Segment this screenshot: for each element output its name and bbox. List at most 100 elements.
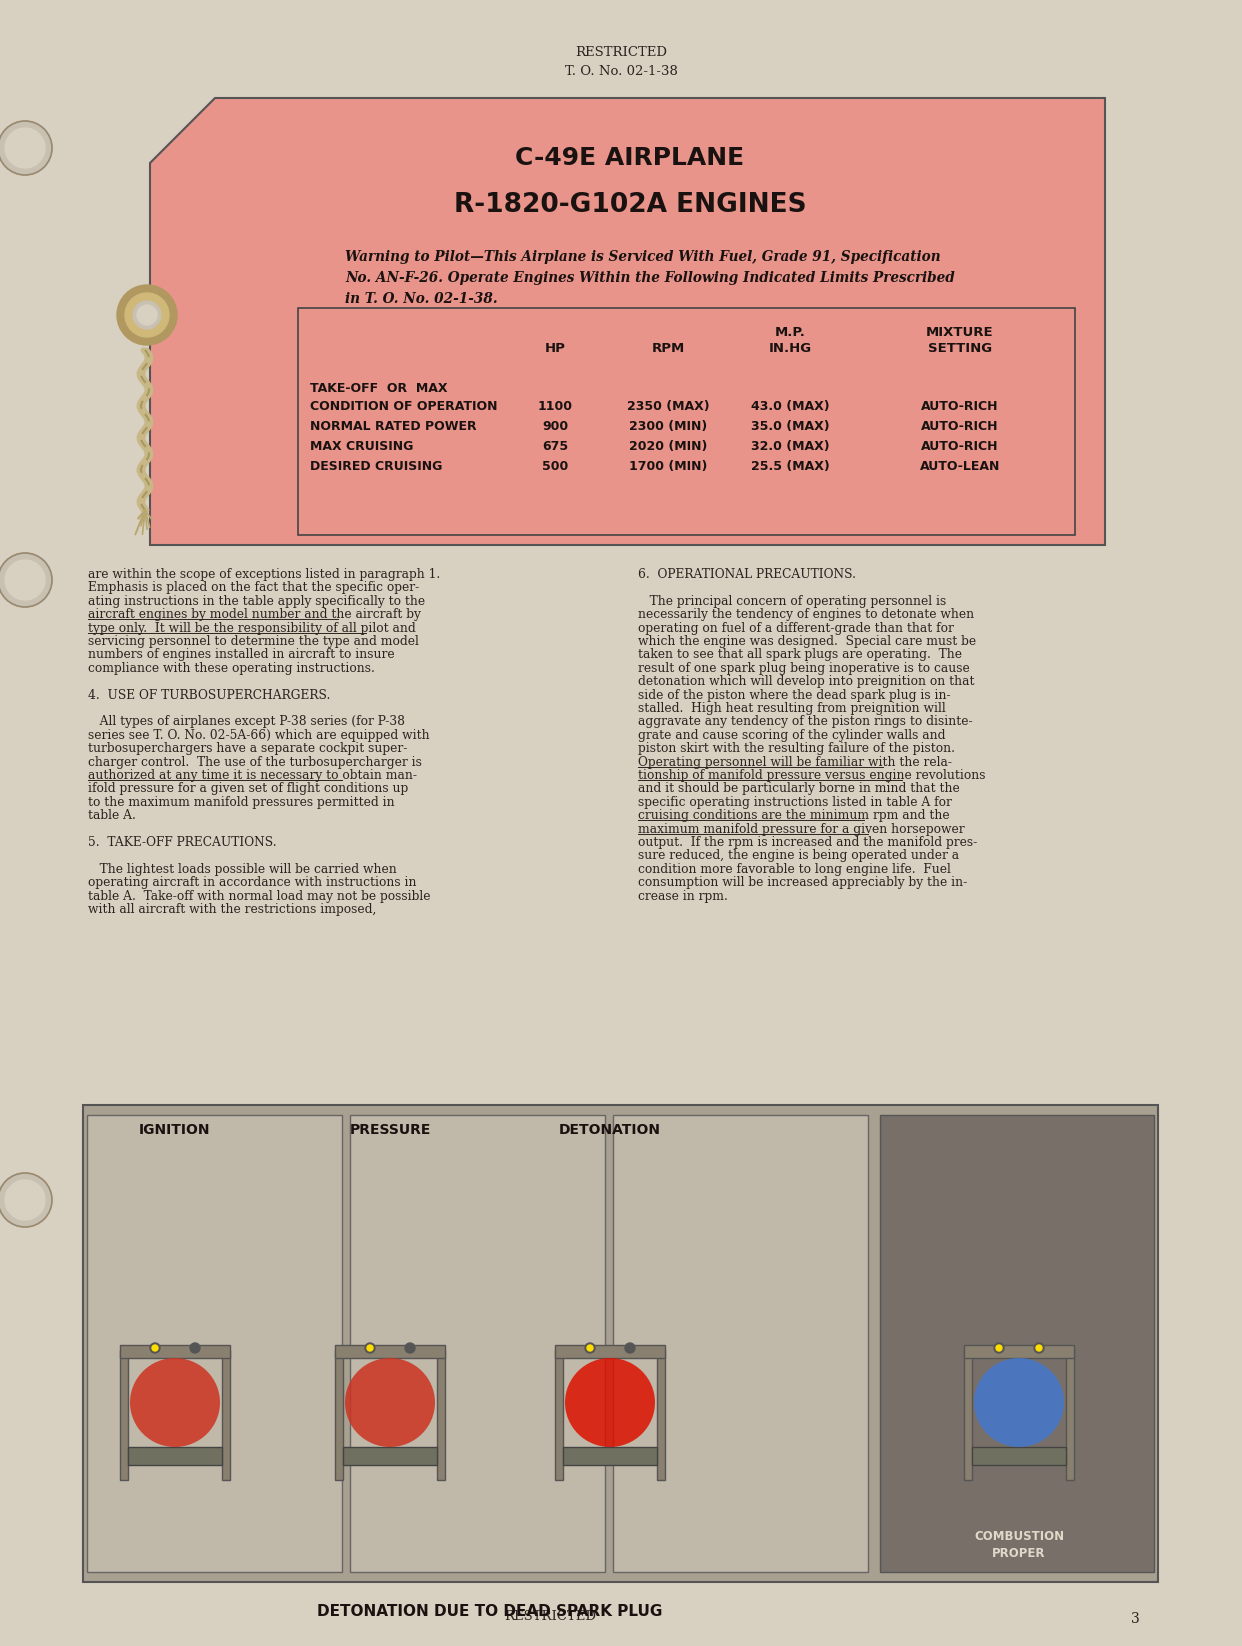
Text: 43.0 (MAX): 43.0 (MAX) <box>750 400 830 413</box>
Bar <box>350 1114 605 1572</box>
Bar <box>87 1114 342 1572</box>
Text: Emphasis is placed on the fact that the specific oper-: Emphasis is placed on the fact that the … <box>88 581 420 594</box>
Text: cruising conditions are the minimum rpm and the: cruising conditions are the minimum rpm … <box>638 810 950 823</box>
Bar <box>128 1447 222 1465</box>
Text: TAKE-OFF  OR  MAX: TAKE-OFF OR MAX <box>310 382 447 395</box>
Text: operating on fuel of a different-grade than that for: operating on fuel of a different-grade t… <box>638 622 954 635</box>
Circle shape <box>994 1343 1004 1353</box>
Text: 1100: 1100 <box>538 400 573 413</box>
Circle shape <box>5 128 45 168</box>
Text: MAX CRUISING: MAX CRUISING <box>310 439 414 453</box>
Text: 2020 (MIN): 2020 (MIN) <box>628 439 707 453</box>
Bar <box>83 1104 1158 1582</box>
Text: 6.  OPERATIONAL PRECAUTIONS.: 6. OPERATIONAL PRECAUTIONS. <box>638 568 856 581</box>
Bar <box>964 1350 972 1480</box>
Text: ifold pressure for a given set of flight conditions up: ifold pressure for a given set of flight… <box>88 782 409 795</box>
Text: condition more favorable to long engine life.  Fuel: condition more favorable to long engine … <box>638 863 951 876</box>
Text: table A.  Take-off with normal load may not be possible: table A. Take-off with normal load may n… <box>88 889 431 902</box>
Circle shape <box>366 1345 373 1351</box>
Bar <box>335 1350 343 1480</box>
Text: Operating personnel will be familiar with the rela-: Operating personnel will be familiar wit… <box>638 756 953 769</box>
Text: to the maximum manifold pressures permitted in: to the maximum manifold pressures permit… <box>88 795 395 808</box>
Text: stalled.  High heat resulting from preignition will: stalled. High heat resulting from preign… <box>638 701 945 714</box>
Text: 675: 675 <box>542 439 568 453</box>
Text: SETTING: SETTING <box>928 342 992 356</box>
Text: necessarily the tendency of engines to detonate when: necessarily the tendency of engines to d… <box>638 609 974 621</box>
Text: 25.5 (MAX): 25.5 (MAX) <box>750 459 830 472</box>
Text: are within the scope of exceptions listed in paragraph 1.: are within the scope of exceptions liste… <box>88 568 440 581</box>
Circle shape <box>0 1174 52 1226</box>
Text: 500: 500 <box>542 459 568 472</box>
Text: RESTRICTED: RESTRICTED <box>575 46 667 59</box>
Circle shape <box>405 1343 415 1353</box>
Text: RPM: RPM <box>651 342 684 356</box>
Text: 3: 3 <box>1130 1611 1139 1626</box>
Text: All types of airplanes except P-38 series (for P-38: All types of airplanes except P-38 serie… <box>88 716 405 729</box>
Bar <box>1066 1350 1074 1480</box>
Text: servicing personnel to determine the type and model: servicing personnel to determine the typ… <box>88 635 419 649</box>
Circle shape <box>365 1343 375 1353</box>
Text: IN.HG: IN.HG <box>769 342 811 356</box>
Text: 900: 900 <box>542 420 568 433</box>
Circle shape <box>137 305 156 324</box>
Circle shape <box>587 1345 592 1351</box>
Text: numbers of engines installed in aircraft to insure: numbers of engines installed in aircraft… <box>88 649 395 662</box>
Text: grate and cause scoring of the cylinder walls and: grate and cause scoring of the cylinder … <box>638 729 945 742</box>
Bar <box>657 1350 664 1480</box>
Text: taken to see that all spark plugs are operating.  The: taken to see that all spark plugs are op… <box>638 649 963 662</box>
Text: C-49E AIRPLANE: C-49E AIRPLANE <box>515 146 744 170</box>
Text: turbosuperchargers have a separate cockpit super-: turbosuperchargers have a separate cockp… <box>88 742 407 756</box>
Text: detonation which will develop into preignition on that: detonation which will develop into preig… <box>638 675 975 688</box>
Circle shape <box>1035 1343 1045 1353</box>
Text: COMBUSTION: COMBUSTION <box>974 1531 1064 1542</box>
Text: Warning to Pilot—This Airplane is Serviced With Fuel, Grade 91, Specification: Warning to Pilot—This Airplane is Servic… <box>345 250 940 263</box>
Text: DETONATION DUE TO DEAD SPARK PLUG: DETONATION DUE TO DEAD SPARK PLUG <box>317 1603 663 1620</box>
Circle shape <box>190 1343 200 1353</box>
Text: table A.: table A. <box>88 810 135 823</box>
Text: 1700 (MIN): 1700 (MIN) <box>628 459 707 472</box>
Text: HP: HP <box>544 342 565 356</box>
Circle shape <box>150 1343 160 1353</box>
Text: AUTO-LEAN: AUTO-LEAN <box>920 459 1000 472</box>
Text: result of one spark plug being inoperative is to cause: result of one spark plug being inoperati… <box>638 662 970 675</box>
Bar <box>555 1350 563 1480</box>
Bar <box>298 308 1076 535</box>
Circle shape <box>5 1180 45 1220</box>
Ellipse shape <box>345 1358 435 1447</box>
Text: consumption will be increased appreciably by the in-: consumption will be increased appreciabl… <box>638 876 968 889</box>
Text: DETONATION: DETONATION <box>559 1123 661 1137</box>
Circle shape <box>996 1345 1002 1351</box>
Text: authorized at any time it is necessary to obtain man-: authorized at any time it is necessary t… <box>88 769 417 782</box>
Text: aircraft engines by model number and the aircraft by: aircraft engines by model number and the… <box>88 609 421 621</box>
Bar <box>335 1345 445 1358</box>
Text: R-1820-G102A ENGINES: R-1820-G102A ENGINES <box>453 193 806 217</box>
Bar <box>881 1114 1154 1572</box>
Text: and it should be particularly borne in mind that the: and it should be particularly borne in m… <box>638 782 960 795</box>
Text: No. AN-F-26. Operate Engines Within the Following Indicated Limits Prescribed: No. AN-F-26. Operate Engines Within the … <box>345 272 955 285</box>
Text: CONDITION OF OPERATION: CONDITION OF OPERATION <box>310 400 498 413</box>
Text: type only.  It will be the responsibility of all pilot and: type only. It will be the responsibility… <box>88 622 416 635</box>
Text: 5.  TAKE-OFF PRECAUTIONS.: 5. TAKE-OFF PRECAUTIONS. <box>88 836 277 849</box>
Text: 32.0 (MAX): 32.0 (MAX) <box>750 439 830 453</box>
Text: tionship of manifold pressure versus engine revolutions: tionship of manifold pressure versus eng… <box>638 769 985 782</box>
Circle shape <box>117 285 178 346</box>
Circle shape <box>5 560 45 601</box>
Ellipse shape <box>130 1358 220 1447</box>
Text: maximum manifold pressure for a given horsepower: maximum manifold pressure for a given ho… <box>638 823 965 836</box>
Ellipse shape <box>565 1358 655 1447</box>
Bar <box>120 1345 230 1358</box>
Bar <box>437 1350 445 1480</box>
Text: which the engine was designed.  Special care must be: which the engine was designed. Special c… <box>638 635 976 649</box>
Text: MIXTURE: MIXTURE <box>927 326 994 339</box>
Text: PROPER: PROPER <box>992 1547 1046 1560</box>
Text: The principal concern of operating personnel is: The principal concern of operating perso… <box>638 594 946 607</box>
Text: side of the piston where the dead spark plug is in-: side of the piston where the dead spark … <box>638 688 950 701</box>
Bar <box>964 1345 1074 1358</box>
Circle shape <box>1036 1345 1042 1351</box>
Bar <box>343 1447 437 1465</box>
Circle shape <box>0 122 52 174</box>
Text: compliance with these operating instructions.: compliance with these operating instruct… <box>88 662 375 675</box>
Text: AUTO-RICH: AUTO-RICH <box>922 420 999 433</box>
Text: charger control.  The use of the turbosupercharger is: charger control. The use of the turbosup… <box>88 756 422 769</box>
Text: specific operating instructions listed in table A for: specific operating instructions listed i… <box>638 795 951 808</box>
